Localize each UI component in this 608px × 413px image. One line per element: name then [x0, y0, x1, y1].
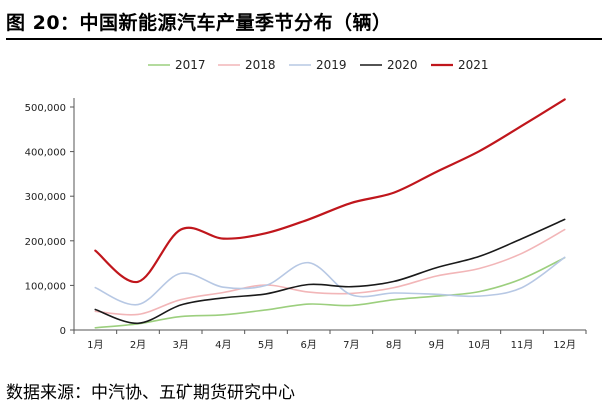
legend-label-2020: 2020	[387, 58, 418, 72]
series-lines	[94, 98, 566, 329]
legend: 2017 2018 2019 2020 2021	[148, 58, 489, 72]
x-tick-label: 1月	[87, 339, 103, 351]
source-note: 数据来源：中汽协、五矿期货研究中心	[6, 383, 295, 403]
legend-label-2018: 2018	[245, 58, 276, 72]
x-tick-label: 2月	[130, 339, 146, 351]
x-tick-label: 11月	[511, 339, 534, 351]
legend-label-2019: 2019	[316, 58, 347, 72]
x-tick-label: 5月	[258, 339, 274, 351]
x-tick-label: 8月	[386, 339, 402, 351]
x-tick-label: 12月	[553, 339, 576, 351]
y-tick-label: 200,000	[25, 237, 66, 248]
y-tick-label: 300,000	[25, 192, 66, 203]
series-line-2019	[94, 256, 566, 306]
series-line-2021	[94, 98, 566, 283]
x-tick-label: 3月	[172, 339, 188, 351]
x-tick-label: 4月	[215, 339, 231, 351]
x-tick-label: 7月	[343, 339, 359, 351]
title-rule	[6, 38, 602, 40]
y-tick-label: 100,000	[25, 281, 66, 292]
axes: 0 100,000 200,000 300,000 400,000 500,000 1月 2月…	[25, 98, 587, 351]
series-line-2020	[94, 218, 566, 325]
y-tick-label: 0	[60, 326, 66, 337]
legend-label-2017: 2017	[175, 58, 206, 72]
legend-label-2021: 2021	[458, 58, 489, 72]
x-tick-label: 9月	[428, 339, 444, 351]
series-line-2017	[94, 256, 566, 329]
x-tick-label: 10月	[468, 339, 491, 351]
figure-title: 图 20：中国新能源汽车产量季节分布（辆）	[6, 12, 392, 34]
y-tick-label: 500,000	[25, 103, 66, 114]
series-line-2018	[94, 228, 566, 316]
y-tick-label: 400,000	[25, 148, 66, 159]
x-tick-label: 6月	[300, 339, 316, 351]
